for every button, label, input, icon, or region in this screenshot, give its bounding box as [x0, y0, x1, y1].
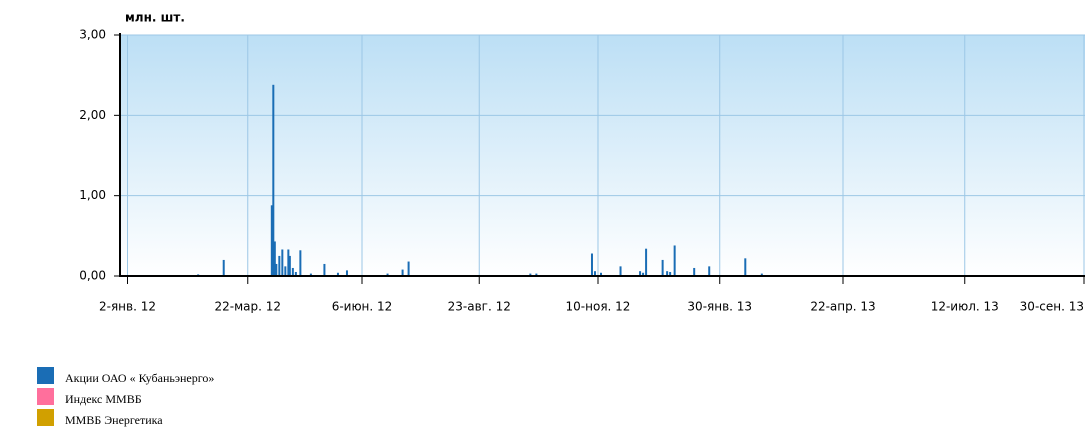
bar	[673, 245, 676, 276]
bar	[666, 271, 669, 276]
bar	[336, 272, 339, 276]
bar	[299, 250, 302, 276]
bar	[599, 272, 602, 276]
bar	[407, 261, 410, 276]
bar	[529, 273, 532, 276]
bar	[619, 266, 622, 276]
bar	[294, 271, 297, 276]
bar	[639, 271, 642, 276]
bar	[744, 258, 747, 276]
legend-swatch	[37, 367, 54, 384]
bar	[272, 84, 275, 276]
bar	[291, 267, 294, 276]
bar	[669, 271, 672, 276]
bar	[590, 253, 593, 276]
x-tick-label: 30-янв. 13	[687, 300, 752, 314]
bar	[760, 273, 763, 276]
bar	[535, 273, 538, 276]
bar	[281, 249, 284, 276]
x-tick-label: 10-ноя. 12	[566, 300, 631, 314]
bar	[222, 259, 225, 276]
bar	[661, 259, 664, 276]
bar	[284, 266, 287, 276]
bar	[309, 273, 312, 276]
bar	[278, 255, 281, 276]
x-tick-label: 22-апр. 13	[810, 300, 875, 314]
y-axis-label: млн. шт.	[125, 11, 185, 25]
bar	[693, 267, 696, 276]
bar	[593, 271, 596, 276]
y-tick-label: 0,00	[79, 269, 106, 283]
x-tick-label: 12-июл. 13	[931, 300, 999, 314]
legend-swatch	[37, 388, 54, 405]
bar	[273, 241, 276, 276]
bar	[288, 255, 291, 276]
x-tick-label: 23-авг. 12	[448, 300, 511, 314]
legend-swatch	[37, 409, 54, 426]
y-tick-label: 1,00	[79, 188, 106, 202]
bar	[270, 205, 273, 276]
legend-label: Акции ОАО « Кубаньэнерго»	[65, 371, 214, 385]
x-tick-label: 6-июн. 12	[332, 300, 393, 314]
bar	[275, 263, 278, 276]
bar	[645, 248, 648, 276]
bar	[642, 272, 645, 276]
bar	[708, 266, 711, 276]
legend: Акции ОАО « Кубаньэнерго» Индекс ММВБ ММВБ…	[37, 367, 214, 427]
bar	[287, 249, 290, 276]
x-tick-label: 30-сен. 13	[1020, 300, 1084, 314]
bar	[345, 270, 348, 276]
bar	[386, 273, 389, 276]
legend-label: Индекс ММВБ	[65, 392, 142, 406]
legend-label: ММВБ Энергетика	[65, 413, 163, 427]
bar	[323, 263, 326, 276]
x-tick-label: 22-мар. 12	[214, 300, 281, 314]
plot-background	[120, 35, 1085, 276]
y-tick-label: 2,00	[79, 108, 106, 122]
bar	[401, 269, 404, 276]
x-tick-label: 2-янв. 12	[99, 300, 156, 314]
y-tick-label: 3,00	[79, 28, 106, 42]
